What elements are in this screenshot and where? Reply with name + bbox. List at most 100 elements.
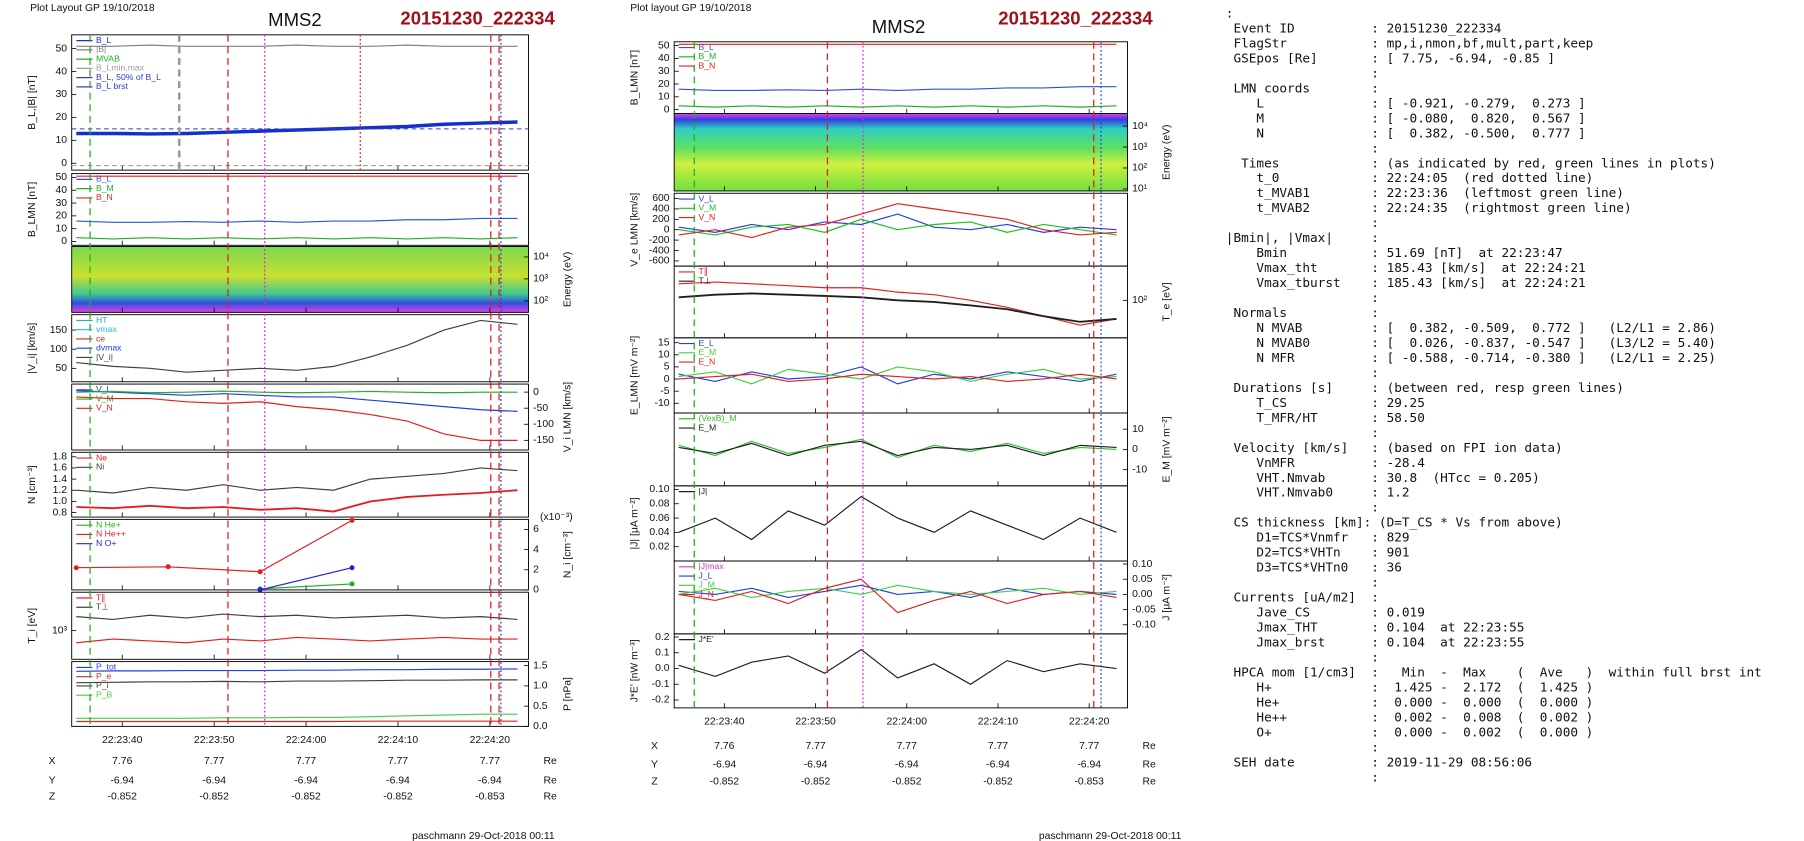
series-line xyxy=(76,217,518,223)
listing-line: : xyxy=(1226,65,1379,80)
listing-line: Vmax_tburst : 185.43 [km/s] at 22:24:21 xyxy=(1226,275,1586,290)
series-line xyxy=(678,440,1117,457)
data-point xyxy=(257,587,263,593)
series-line xyxy=(678,578,1117,614)
listing-line: He+ : 0.000 - 0.000 ( 0.000 ) xyxy=(1226,694,1594,709)
plot-title: MMS2 xyxy=(268,9,321,30)
series-line xyxy=(678,366,1117,385)
y-tick-label: 5 xyxy=(664,362,670,373)
y-tick-label: 20 xyxy=(56,211,68,222)
spectrogram xyxy=(674,113,1128,191)
legend-label: B_L xyxy=(698,42,714,52)
legend-label: E_L xyxy=(698,338,714,348)
listing-line: VHT.Nmvab0 : 1.2 xyxy=(1226,485,1410,500)
y-axis-label: T_e [eV] xyxy=(1162,282,1173,321)
legend-label: |B| xyxy=(96,44,106,54)
y-tick-label: 0.2 xyxy=(655,632,670,643)
legend-label: B_Lmin,max xyxy=(96,63,145,73)
x-tick-label: 22:23:40 xyxy=(704,716,745,727)
series-line xyxy=(678,86,1117,92)
y-tick-label: -10 xyxy=(1132,464,1147,475)
y-tick-label: 30 xyxy=(658,66,670,77)
legend-label: J_N xyxy=(698,589,713,599)
plot-header: Plot Layout GP 19/10/2018 xyxy=(30,3,155,14)
listing-line: : xyxy=(1226,575,1379,590)
series-line xyxy=(76,396,518,441)
legend-label: N O+ xyxy=(96,538,116,548)
y-axis-label: B_LMN [nT] xyxy=(27,182,38,238)
legend-label: T∥ xyxy=(698,266,708,276)
y-tick-label: 1.4 xyxy=(53,474,68,485)
x-tick-label: 22:24:20 xyxy=(1069,716,1110,727)
spectrogram xyxy=(71,246,529,313)
y-tick-label: 0 xyxy=(664,224,670,235)
listing-line: : xyxy=(1226,290,1379,305)
ephemeris-unit: Re xyxy=(544,792,558,803)
y-tick-label: 0.10 xyxy=(649,484,669,495)
y-axis-label: B_L,|B| [nT] xyxy=(27,75,38,130)
listing-line: VnMFR : -28.4 xyxy=(1226,455,1425,470)
ephemeris-value: 7.77 xyxy=(480,756,500,767)
y-tick-label: 0.06 xyxy=(649,513,669,524)
panel-frame xyxy=(71,245,529,313)
ephemeris-value: -6.94 xyxy=(202,775,226,786)
y-tick-label: 10³ xyxy=(1132,142,1148,153)
ephemeris-unit: Re xyxy=(1143,759,1157,770)
x-tick-label: 22:24:10 xyxy=(978,716,1019,727)
series-line xyxy=(76,613,518,620)
listing-line: FlagStr : mp,i,nmon,bf,mult,part,keep xyxy=(1226,35,1594,50)
legend-label: P_i xyxy=(96,680,109,690)
legend-label: Ne xyxy=(96,452,107,462)
legend-label: T⊥ xyxy=(698,275,711,285)
panel-frame xyxy=(71,518,529,591)
listing-line: Times : (as indicated by red, green line… xyxy=(1226,155,1716,170)
series-line xyxy=(678,292,1117,323)
y-tick-label: 10 xyxy=(1132,424,1144,435)
y-tick-label: 30 xyxy=(56,89,68,100)
legend-label: T⊥ xyxy=(96,602,109,612)
y-tick-label: 600 xyxy=(652,193,670,204)
listing-line: Jmax_THT : 0.104 at 22:23:55 xyxy=(1226,620,1525,635)
y-tick-label: 0 xyxy=(1132,444,1138,455)
data-point xyxy=(73,565,79,571)
listing-line: VHT.Nmvab : 30.8 (HTcc = 0.205) xyxy=(1226,470,1540,485)
ephemeris-value: 7.77 xyxy=(805,741,825,752)
listing-line: N : [ 0.382, -0.500, 0.777 ] xyxy=(1226,125,1586,140)
listing-line: He++ : 0.002 - 0.008 ( 0.002 ) xyxy=(1226,709,1594,724)
series-line xyxy=(76,519,353,573)
listing-line: Durations [s] : (between red, resp green… xyxy=(1226,380,1624,395)
legend-label: P_tot xyxy=(96,662,117,672)
series-line xyxy=(76,679,518,684)
y-tick-label: 0.1 xyxy=(655,648,670,659)
y-tick-label: -0.2 xyxy=(652,695,670,706)
y-axis-label: V_i LMN [km/s] xyxy=(563,382,574,453)
listing-line: Vmax_tht : 185.43 [km/s] at 22:24:21 xyxy=(1226,260,1586,275)
y-axis-label: V_e LMN [km/s] xyxy=(630,193,641,267)
legend-label: HT xyxy=(96,315,108,325)
y-tick-label: -50 xyxy=(533,403,548,414)
y-tick-label: 0.04 xyxy=(649,527,669,538)
series-line xyxy=(260,583,353,590)
series-line xyxy=(678,648,1117,685)
y-tick-label: 0.00 xyxy=(1132,589,1152,600)
y-tick-label: 10 xyxy=(56,223,68,234)
ephemeris-label: Y xyxy=(49,775,56,786)
y-tick-label: 1.6 xyxy=(53,463,68,474)
legend-label: B_L xyxy=(96,35,112,45)
y-axis-label: N_i [cm⁻³] xyxy=(563,531,574,578)
y-tick-label: 200 xyxy=(652,214,670,225)
listing-line: Currents [uA/m2] : xyxy=(1226,590,1379,605)
listing-line: : xyxy=(1226,365,1379,380)
ephemeris-value: -0.852 xyxy=(108,792,138,803)
ephemeris-label: Y xyxy=(651,759,658,770)
ephemeris-value: -0.853 xyxy=(475,792,505,803)
y-tick-label: 100 xyxy=(50,344,68,355)
y-tick-label: -600 xyxy=(649,256,670,267)
y-tick-label: 2 xyxy=(533,565,539,576)
legend-label: |V_i| xyxy=(96,352,113,362)
series-line xyxy=(76,237,518,240)
y-tick-label: -10 xyxy=(655,398,670,409)
ephemeris-value: 7.77 xyxy=(388,756,408,767)
series-line xyxy=(76,467,518,494)
ephemeris-value: -6.94 xyxy=(1077,759,1101,770)
